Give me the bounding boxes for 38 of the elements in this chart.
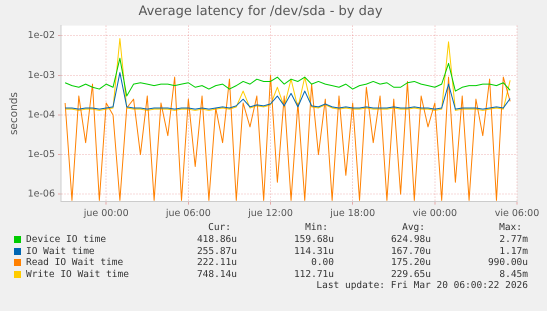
y-tick-label: 1e-03 <box>28 70 56 81</box>
y-tick-label: 1e-02 <box>28 30 56 42</box>
y-tick-label: 1e-06 <box>28 188 56 200</box>
x-tick-label: vie 00:00 <box>412 208 458 219</box>
y-tick-label: 1e-04 <box>28 109 56 120</box>
text: Cur: <box>208 222 231 233</box>
text: 255.87u <box>196 246 237 256</box>
legend-label: Read IO Wait time <box>26 257 124 268</box>
text: 748.14u <box>196 268 237 280</box>
text: Min: <box>305 222 328 233</box>
y-axis-title: seconds <box>8 92 20 136</box>
text: 114.31u <box>294 246 334 256</box>
text: 0.00 <box>311 257 334 268</box>
text: 229.65u <box>390 268 431 280</box>
chart-title: Average latency for /dev/sda - by day <box>138 4 383 20</box>
legend-label: Device IO time <box>26 234 106 245</box>
x-tick-label: jue 12:00 <box>247 208 293 219</box>
text: 1.17m <box>499 246 528 256</box>
text: 175.20u <box>390 257 431 268</box>
x-tick-label: jue 18:00 <box>329 208 376 219</box>
text: 167.70u <box>390 246 431 256</box>
text: 418.86u <box>196 234 237 245</box>
text: 2.77m <box>499 234 528 245</box>
text: 112.71u <box>294 268 334 280</box>
legend-label: IO Wait time <box>26 246 95 256</box>
x-tick-label: jue 00:00 <box>82 208 129 219</box>
text: 159.68u <box>294 234 334 245</box>
x-tick-label: jue 06:00 <box>164 208 211 219</box>
legend-label: Write IO Wait time <box>26 268 129 280</box>
text: 8.45m <box>499 268 528 280</box>
text: 990.00u <box>488 257 528 268</box>
x-tick-label: vie 06:00 <box>494 208 540 219</box>
y-tick-label: 1e-05 <box>28 149 56 160</box>
text: 624.98u <box>390 234 431 245</box>
text: Avg: <box>402 222 425 233</box>
text: Last update: Fri Mar 20 06:00:22 2026 <box>316 280 528 291</box>
text: Max: <box>499 222 522 233</box>
text: 222.11u <box>196 257 237 268</box>
